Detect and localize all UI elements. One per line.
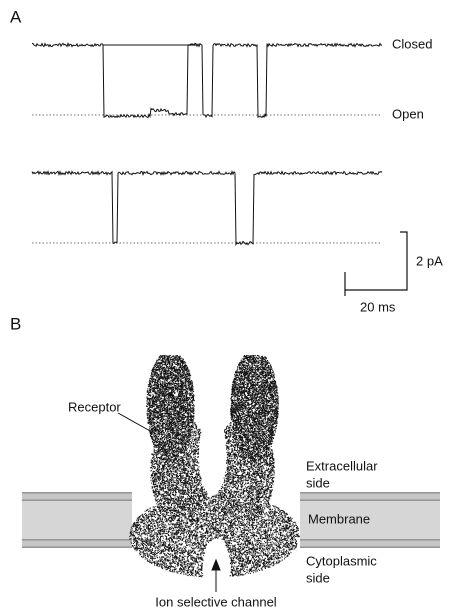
closed-label: Closed [392, 36, 432, 51]
scale-bar [345, 232, 407, 296]
channel-label: Ion selective channel [155, 594, 277, 609]
current-trace [32, 43, 382, 117]
receptor-label: Receptor [68, 399, 121, 414]
scale-time: 20 ms [360, 299, 396, 314]
panel-label: A [10, 7, 22, 26]
extracellular-label: Extracellular [306, 458, 378, 473]
panel-label: B [10, 314, 21, 333]
open-label: Open [392, 106, 424, 121]
receptor-density [129, 355, 300, 577]
scale-current: 2 pA [416, 253, 443, 268]
current-trace [32, 171, 382, 244]
cytoplasmic-label: Cytoplasmic [306, 553, 377, 568]
cytoplasmic-label: side [306, 570, 330, 585]
extracellular-label: side [306, 475, 330, 490]
channel-arrow [212, 560, 220, 592]
membrane-label: Membrane [308, 511, 370, 526]
figure: A Closed Open 2 pA 20 ms B Receptor Extr… [0, 0, 453, 613]
